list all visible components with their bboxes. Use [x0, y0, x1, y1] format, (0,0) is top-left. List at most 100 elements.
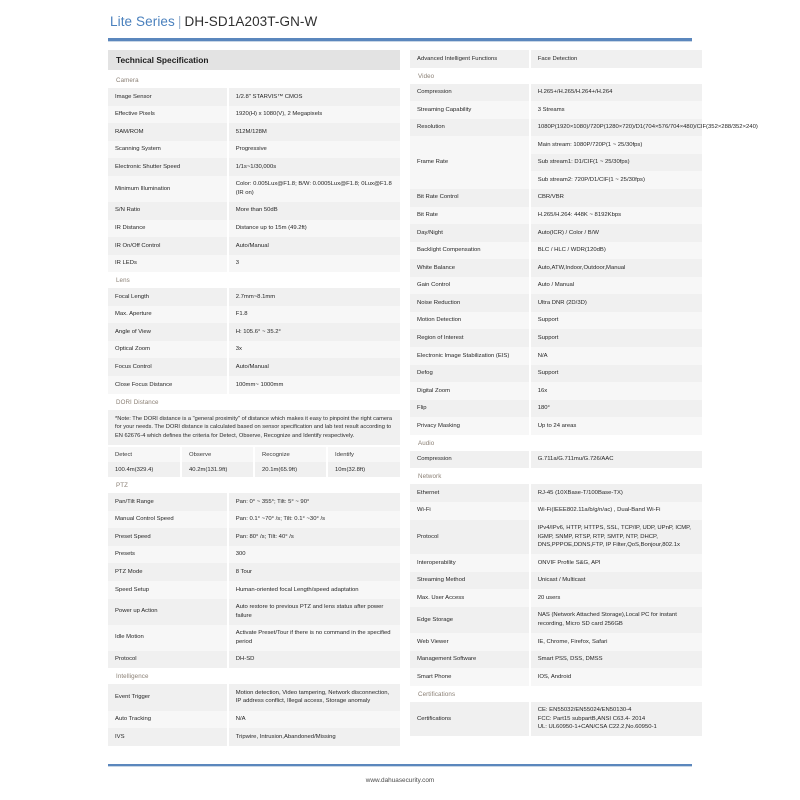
spec-value: Progressive [226, 140, 400, 159]
table-row: Electronic Image Stabilization (EIS) N/A [410, 347, 702, 365]
section-title: Technical Specification [108, 50, 400, 70]
spec-value: Auto/Manual [226, 358, 400, 376]
spec-key: Speed Setup [108, 581, 228, 599]
left-column-content: Camera Image Sensor 1/2.8" STARVIS™ CMOS Ef… [108, 72, 400, 746]
spec-key: Wi-Fi [410, 501, 530, 520]
spec-key: Digital Zoom [410, 382, 530, 400]
table-row: Edge Storage NAS (Network Attached Storag… [410, 606, 702, 633]
table-row: Effective Pixels 1920(H) x 1080(V), 2 Meg… [108, 105, 400, 124]
spec-table: Image Sensor 1/2.8" STARVIS™ CMOS Effectiv… [108, 88, 400, 273]
table-row: Power up Action Auto restore to previous … [108, 598, 400, 625]
spec-value: Main stream: 1080P/720P(1 ~ 25/30fps) [528, 136, 702, 154]
spec-key: Motion Detection [410, 311, 530, 330]
table-row: Defog Support [410, 364, 702, 383]
spec-value: Smart PSS, DSS, DMSS [528, 650, 702, 669]
spec-value: IPv4/IPv6, HTTP, HTTPS, SSL, TCP/IP, UDP… [528, 519, 702, 555]
table-row: Max. Aperture F1.8 [108, 305, 400, 324]
table-row: White Balance Auto,ATW,Indoor,Outdoor,Man… [410, 259, 702, 277]
dori-note: *Note: The DORI distance is a "general p… [108, 409, 400, 446]
spec-key: Bit Rate [410, 206, 530, 225]
table-row: Scanning System Progressive [108, 140, 400, 159]
table-row: Optical Zoom 3x [108, 340, 400, 359]
spec-key: Manual Control Speed [108, 510, 228, 529]
spec-key: RAM/ROM [108, 123, 228, 141]
spec-key: Advanced Intelligent Functions [410, 50, 530, 68]
table-row: Bit Rate Control CBR/VBR [410, 188, 702, 207]
spec-value: N/A [226, 710, 400, 729]
group-label: Network [418, 473, 442, 481]
spec-key: Pan/Tilt Range [108, 493, 228, 511]
spec-table: Compression H.265+/H.265/H.264+/H.264 Stre… [410, 83, 758, 137]
spec-key: IR Distance [108, 219, 228, 238]
table-row: Minimum Illumination Color: 0.005Lux@F1.8… [108, 175, 400, 202]
footer-website-url: www.dahuasecurity.com [365, 777, 435, 784]
dori-header: Identify [326, 447, 400, 463]
footer-rule-thin [108, 766, 692, 767]
spec-value: 300 [226, 545, 400, 564]
group-label: DORI Distance [116, 398, 159, 406]
dori-value: 40.2m(131.9ft) [180, 462, 254, 478]
group-label: Certifications [418, 690, 456, 698]
spec-key: Day/Night [410, 224, 530, 242]
table-row: Idle Motion Activate Preset/Tour if there… [108, 624, 400, 651]
group-label: PTZ [116, 482, 128, 490]
table-row: Auto Tracking N/A [108, 710, 400, 729]
header-rule [108, 38, 692, 41]
spec-value: 100mm~ 1000mm [226, 376, 400, 394]
spec-value: Ultra DNR (2D/3D) [528, 294, 702, 312]
spec-key: Interoperability [410, 554, 530, 572]
table-row: Protocol IPv4/IPv6, HTTP, HTTPS, SSL, TCP… [410, 519, 702, 555]
spec-value: 1/1s~1/30,000s [226, 158, 400, 176]
table-row: Management Software Smart PSS, DSS, DMSS [410, 650, 702, 669]
spec-table: Event Trigger Motion detection, Video tam… [108, 684, 400, 746]
spec-value: Pan: 80° /s; Tilt: 40° /s [226, 528, 400, 546]
right-column-content: Advanced Intelligent Functions Face Detec… [410, 50, 758, 737]
table-row: Protocol DH-SD [108, 650, 400, 669]
table-row: Smart Phone IOS, Android [410, 668, 702, 686]
table-row: Event Trigger Motion detection, Video tam… [108, 684, 400, 711]
product-model-label: DH-SD1A203T-GN-W [184, 14, 318, 29]
spec-key: Presets [108, 545, 228, 564]
spec-key: IVS [108, 728, 228, 746]
table-row: Pan/Tilt Range Pan: 0° ~ 355°; Tilt: 5° ~… [108, 493, 400, 511]
spec-key: IR On/Off Control [108, 237, 228, 255]
header-rule-thin [108, 41, 692, 42]
spec-key: Gain Control [410, 276, 530, 295]
spec-value: More than 50dB [226, 201, 400, 220]
spec-value: Up to 24 areas [528, 417, 702, 435]
spec-value: Face Detection [528, 50, 702, 68]
table-row: Electronic Shutter Speed 1/1s~1/30,000s [108, 158, 400, 176]
spec-key: Region of Interest [410, 329, 530, 347]
group-label: Intelligence [116, 673, 149, 681]
spec-key: Streaming Capability [410, 101, 530, 119]
table-row: Flip 180° [410, 399, 702, 418]
spec-key: Minimum Illumination [108, 175, 228, 202]
spec-key: Protocol [410, 519, 530, 555]
spec-columns: Technical Specification Camera Image Sens… [0, 42, 800, 746]
spec-key: Focus Control [108, 358, 228, 376]
spec-value: 3x [226, 340, 400, 359]
dori-header: Observe [180, 447, 254, 463]
spec-key: PTZ Mode [108, 563, 228, 582]
spec-key: Preset Speed [108, 528, 228, 546]
spec-table: Bit Rate Control CBR/VBR Bit Rate H.265/H.2… [410, 188, 702, 435]
dori-header: Recognize [253, 447, 327, 463]
spec-value: Human-oriented focal Length/speed adapta… [226, 581, 400, 599]
spec-value: Pan: 0° ~ 355°; Tilt: 5° ~ 90° [226, 493, 400, 511]
table-row: Compression H.265+/H.265/H.264+/H.264 [410, 83, 702, 102]
spec-key: Resolution [410, 118, 530, 137]
table-row: Noise Reduction Ultra DNR (2D/3D) [410, 294, 702, 312]
table-row: Angle of View H: 105.6° ~ 35.2° [108, 323, 400, 341]
document-header: Lite Series | DH-SD1A203T-GN-W [0, 0, 800, 34]
spec-value: G.711a/G.711mu/G.726/AAC [528, 450, 702, 469]
spec-key: Optical Zoom [108, 340, 228, 359]
table-row: Region of Interest Support [410, 329, 702, 347]
spec-key: Close Focus Distance [108, 376, 228, 394]
spec-value: 3 [226, 254, 400, 273]
table-row: Speed Setup Human-oriented focal Length/s… [108, 581, 400, 599]
spec-key: Scanning System [108, 140, 228, 159]
spec-key: Event Trigger [108, 684, 228, 711]
table-row: Interoperability ONVIF Profile S&G, API [410, 554, 702, 572]
table-row: Wi-Fi Wi-Fi(IEEE802.11a/b/g/n/ac) , Dual-… [410, 501, 702, 520]
table-row: Backlight Compensation BLC / HLC / WDR(12… [410, 241, 702, 260]
